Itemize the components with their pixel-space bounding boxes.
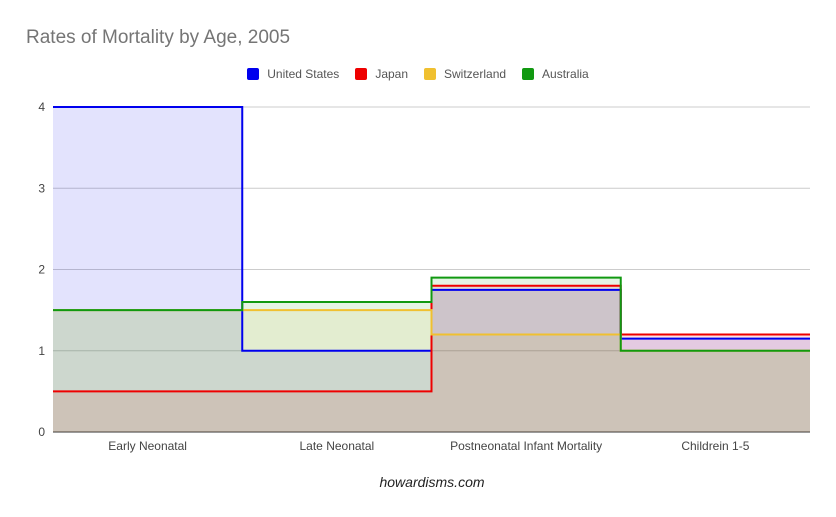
x-tick-label: Early Neonatal [108,439,187,453]
legend: United States Japan Switzerland Australia [0,67,836,81]
x-tick-label: Childrein 1-5 [681,439,749,453]
x-tick-label: Postneonatal Infant Mortality [450,439,602,453]
legend-swatch [355,68,368,80]
legend-swatch [247,68,260,80]
legend-swatch [522,68,535,80]
y-tick-label: 2 [38,263,45,277]
y-tick-label: 4 [38,100,45,114]
legend-label: Japan [375,67,409,81]
x-tick-label: Late Neonatal [300,439,375,453]
legend-item: United States [247,67,339,81]
legend-item: Australia [522,67,589,81]
x-axis-label: howardisms.com [379,474,484,490]
legend-swatch [424,68,437,80]
legend-item: Japan [355,67,408,81]
y-tick-label: 3 [38,181,45,195]
y-tick-label: 0 [38,425,45,439]
legend-label: United States [267,67,340,81]
chart-title: Rates of Mortality by Age, 2005 [26,27,291,48]
legend-label: Switzerland [444,67,507,81]
line-australia [53,276,810,352]
legend-label: Australia [542,67,589,81]
y-tick-label: 1 [38,344,45,358]
legend-item: Switzerland [424,67,506,81]
